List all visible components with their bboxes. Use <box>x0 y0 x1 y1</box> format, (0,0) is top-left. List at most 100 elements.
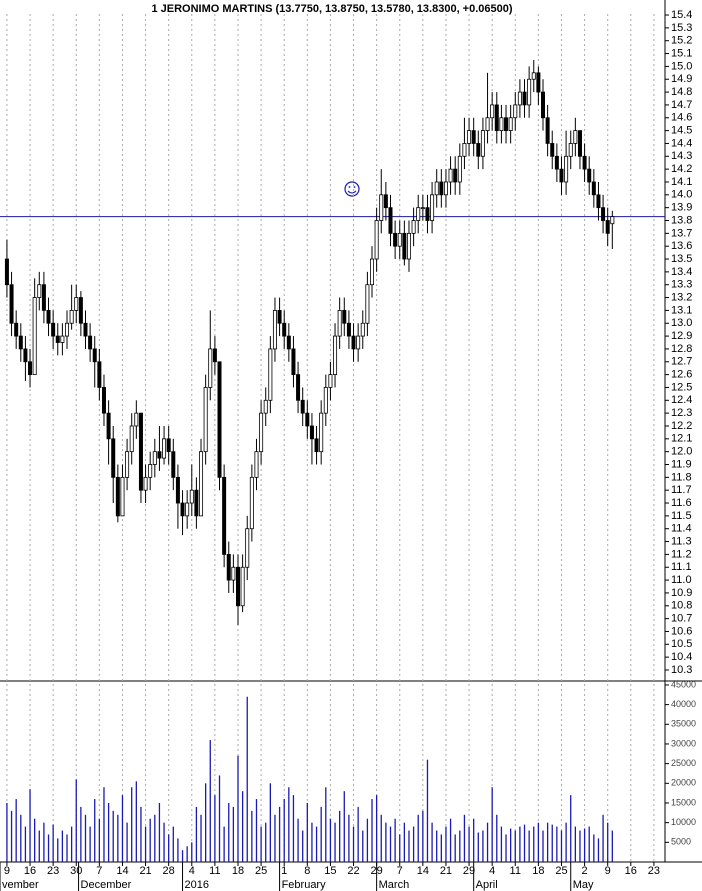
candle-body <box>443 181 448 196</box>
y-tick-label: 13.8 <box>671 214 692 226</box>
x-tick-label: 11 <box>209 865 220 877</box>
candle-body <box>46 309 51 324</box>
y-tick-label: 14.7 <box>671 99 692 111</box>
candle-body <box>143 476 148 491</box>
candle-body <box>411 220 416 234</box>
candle-body <box>309 425 314 440</box>
y-tick-label: 13.3 <box>671 279 692 291</box>
y-tick-label: 11.8 <box>671 471 692 483</box>
y-tick-label: 11.2 <box>671 548 692 560</box>
y-tick-label: 14.1 <box>671 176 692 188</box>
candle-body <box>28 361 33 376</box>
x-tick-label: 29 <box>463 865 475 877</box>
candle-body <box>148 464 153 478</box>
candle-body <box>226 554 231 581</box>
candle-body <box>601 207 606 221</box>
x-tick-label: 23 <box>648 865 660 877</box>
candle-body <box>351 335 356 350</box>
candle-body <box>88 335 93 350</box>
candle-body <box>231 566 236 581</box>
y-tick-label: 12.2 <box>671 420 692 432</box>
candle-body <box>476 143 481 157</box>
x-tick-label: 28 <box>163 865 175 877</box>
candle-body <box>360 322 365 337</box>
chart-title: 1 JERONIMO MARTINS (13.7750, 13.8750, 13… <box>151 3 512 15</box>
candle-body <box>296 374 301 401</box>
candle-body <box>499 117 504 132</box>
candle-body <box>240 566 245 607</box>
candle-body <box>101 387 106 414</box>
candle-body <box>462 143 467 157</box>
candle-body <box>111 438 116 478</box>
candle-body <box>471 130 476 144</box>
month-label: March <box>379 879 410 891</box>
candle-body <box>291 348 296 376</box>
y-tick-label: 11.7 <box>671 484 692 496</box>
candle-body <box>134 412 139 427</box>
candle-body <box>171 451 176 478</box>
y-tick-label: 10.6 <box>671 625 692 637</box>
x-tick-label: 23 <box>47 865 59 877</box>
candle-body <box>268 348 273 401</box>
y-tick-label: 14.5 <box>671 125 692 137</box>
candle-body <box>199 451 204 517</box>
candle-body <box>370 258 375 286</box>
candle-body <box>564 155 569 183</box>
candle-body <box>591 181 596 196</box>
candle-body <box>550 143 555 157</box>
x-tick-label: 7 <box>397 865 403 877</box>
candle-body <box>323 387 328 414</box>
candle-body <box>9 284 14 324</box>
y-tick-label: 14.6 <box>671 112 692 124</box>
candle-body <box>106 412 111 440</box>
candle-body <box>129 425 134 453</box>
candle-body <box>416 207 421 221</box>
y-tick-label: 13.6 <box>671 240 692 252</box>
candle-body <box>37 284 42 298</box>
candle-body <box>272 309 277 350</box>
candle-body <box>319 412 324 453</box>
y-tick-label: 15.0 <box>671 60 692 72</box>
candle-body <box>536 72 541 93</box>
y-tick-label: 14.0 <box>671 189 692 201</box>
candle-body <box>346 322 351 337</box>
candle-body <box>439 181 444 196</box>
candle-body <box>328 374 333 388</box>
candle-body <box>513 104 518 119</box>
candle-body <box>356 335 361 350</box>
candle-body <box>559 168 564 183</box>
y-tick-label: 13.7 <box>671 227 692 239</box>
candle-body <box>55 335 60 343</box>
x-tick-label: 2 <box>582 865 588 877</box>
candle-body <box>249 476 254 530</box>
candle-body <box>41 284 46 311</box>
y-tick-label: 11.9 <box>671 458 692 470</box>
y-tick-label: 10.5 <box>671 638 692 650</box>
volume-tick-label: 30000 <box>671 738 696 748</box>
candle-body <box>540 91 545 119</box>
y-tick-label: 10.4 <box>671 651 692 663</box>
month-label: vember <box>2 879 39 891</box>
candle-body <box>573 130 578 144</box>
candle-body <box>23 348 28 363</box>
volume-tick-label: 25000 <box>671 758 696 768</box>
y-tick-label: 10.8 <box>671 600 692 612</box>
candle-body <box>259 412 264 453</box>
candle-body <box>425 207 430 221</box>
candle-body <box>180 502 185 517</box>
candle-body <box>115 476 120 517</box>
x-tick-label: 9 <box>605 865 611 877</box>
y-tick-label: 10.7 <box>671 613 692 625</box>
candle-body <box>393 232 398 247</box>
y-tick-label: 13.2 <box>671 291 692 303</box>
candle-body <box>138 412 143 491</box>
y-tick-label: 14.4 <box>671 137 692 149</box>
y-tick-label: 12.8 <box>671 343 692 355</box>
y-tick-label: 15.2 <box>671 35 692 47</box>
candle-body <box>83 322 88 337</box>
month-label: April <box>476 879 498 891</box>
candle-body <box>189 489 194 504</box>
candle-body <box>235 566 240 607</box>
x-tick-label: 15 <box>324 865 336 877</box>
candle-body <box>448 168 453 183</box>
